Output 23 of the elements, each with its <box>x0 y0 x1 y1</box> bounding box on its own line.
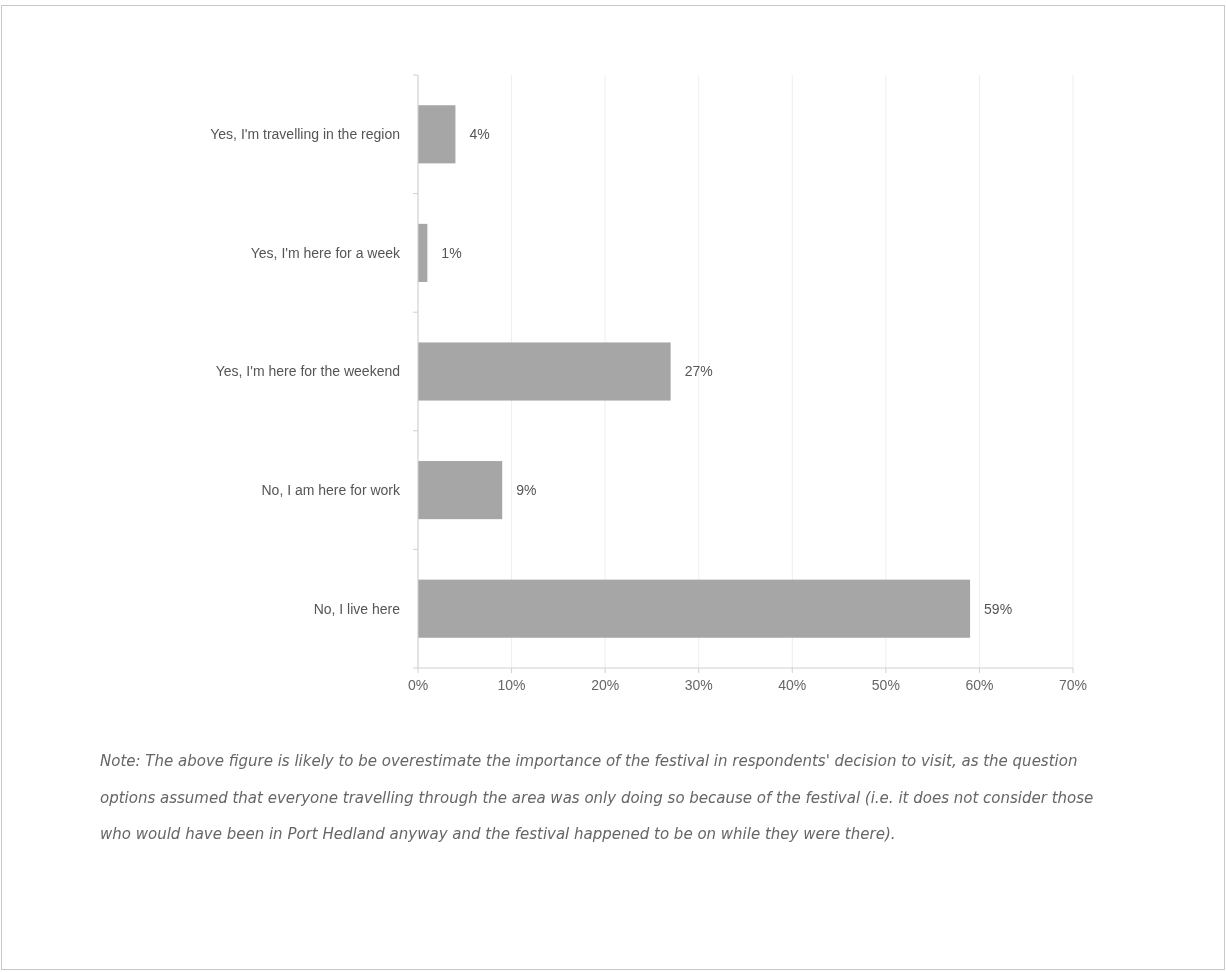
y-tick-label: Yes, I'm here for the weekend <box>215 363 400 380</box>
x-tick-label: 20% <box>591 677 620 693</box>
data-label: 9% <box>516 482 537 498</box>
data-label: 4% <box>469 126 490 143</box>
y-tick-label: No, I live here <box>313 600 401 617</box>
x-tick-label: 40% <box>778 677 807 693</box>
bar <box>418 579 971 638</box>
y-tick-label: No, I am here for work <box>261 482 401 498</box>
bar <box>418 461 503 520</box>
data-label: 27% <box>684 363 713 380</box>
x-tick-label: 30% <box>684 677 713 693</box>
data-label: 1% <box>441 244 462 261</box>
x-tick-label: 50% <box>871 677 900 693</box>
text: Note: The above figure is likely to be overestimate the importance of the festival in respondents' decision to visit, as the question options assumed that everyone travelling through the area was only doing so because of the festival (i.e. it does not consider those who would have been in Port Hedland anyway and the festival happened to be on while they were there). <box>100 752 1094 843</box>
bar <box>418 105 456 164</box>
bar <box>418 342 671 401</box>
x-tick-label: 0% <box>407 677 429 693</box>
y-tick-label: Yes, I'm travelling in the region <box>210 126 400 143</box>
x-tick-label: 10% <box>497 677 526 693</box>
y-tick-label: Yes, I'm here for a week <box>250 244 401 261</box>
x-tick-label: 60% <box>965 677 994 693</box>
x-tick-label: 70% <box>1058 677 1088 693</box>
data-label: 59% <box>984 600 1013 617</box>
